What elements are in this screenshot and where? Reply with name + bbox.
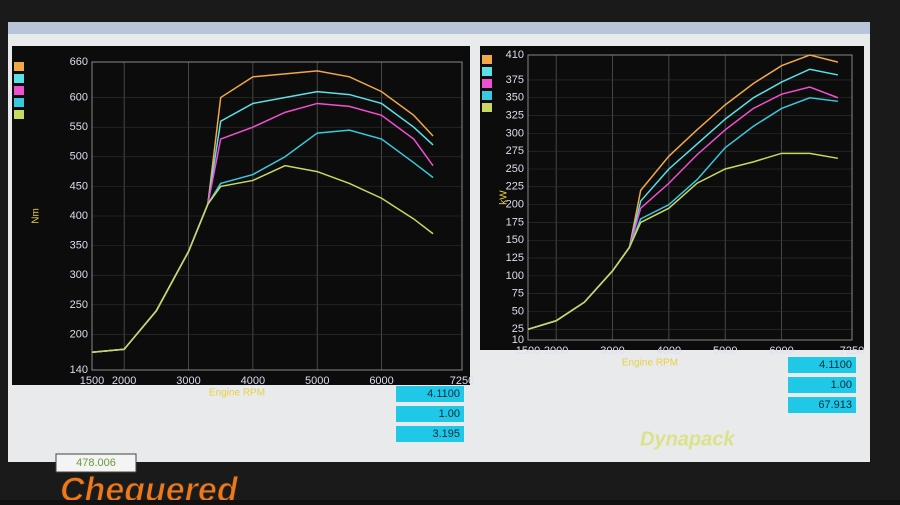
x-tick-label: 1500 (80, 375, 104, 387)
y-tick-label: 660 (70, 56, 88, 68)
y-tick-label: 275 (506, 145, 524, 157)
chart-panel (12, 46, 470, 385)
readout: 1.00 (831, 379, 852, 391)
readout: 4.1100 (819, 359, 852, 371)
x-tick-label: 3000 (600, 345, 624, 357)
x-tick-label: 4000 (241, 375, 265, 387)
y-tick-label: 375 (506, 74, 524, 86)
y-tick-label: 400 (70, 210, 88, 222)
y-tick-label: 250 (506, 163, 524, 175)
y-tick-label: 300 (506, 127, 524, 139)
x-tick-label: 7250 (450, 375, 474, 387)
legend-swatch (14, 86, 24, 95)
y-tick-label: 200 (70, 328, 88, 340)
legend-swatch (14, 62, 24, 71)
y-tick-label: 410 (506, 49, 524, 61)
x-tick-label: 7250 (840, 345, 864, 357)
y-tick-label: 140 (70, 364, 88, 376)
readout: 3.195 (432, 428, 460, 440)
y-tick-label: 350 (70, 240, 88, 252)
readout-box (396, 386, 464, 402)
y-tick-label: 325 (506, 109, 524, 121)
y-tick-label: 450 (70, 180, 88, 192)
y-tick-label: 600 (70, 91, 88, 103)
y-tick-label: 125 (506, 252, 524, 264)
chart-panel (480, 46, 864, 350)
logo: Chequered (60, 471, 239, 500)
readout-box (396, 426, 464, 442)
plot-frame (527, 54, 853, 341)
readout: 67.913 (818, 399, 852, 411)
readout: 4.1100 (427, 388, 460, 400)
y-tick-label: 25 (512, 323, 524, 335)
y-axis-label: kW (499, 190, 510, 205)
legend-swatch (14, 74, 24, 83)
legend-swatch (482, 67, 492, 76)
plot-frame (91, 61, 463, 371)
x-axis-label: Engine RPM (622, 358, 678, 369)
logo: Dynapack (640, 428, 735, 450)
readout: 1.00 (439, 408, 460, 420)
y-tick-label: 550 (70, 121, 88, 133)
y-tick-label: 300 (70, 269, 88, 281)
series-line (527, 152, 839, 331)
y-tick-label: 225 (506, 181, 524, 193)
legend-swatch (14, 98, 24, 107)
y-tick-label: 75 (512, 288, 524, 300)
x-tick-label: 5000 (713, 345, 737, 357)
x-tick-label: 5000 (305, 375, 329, 387)
legend-swatch (482, 91, 492, 100)
readout-box (788, 377, 856, 393)
readout-box (788, 357, 856, 373)
y-tick-label: 250 (70, 299, 88, 311)
y-axis-label: Nm (31, 208, 42, 224)
x-tick-label: 2000 (112, 375, 136, 387)
y-tick-label: 500 (70, 151, 88, 163)
x-tick-label: 1500 (516, 345, 540, 357)
legend-swatch (482, 79, 492, 88)
readout-box (396, 406, 464, 422)
y-tick-label: 50 (512, 305, 524, 317)
x-tick-label: 3000 (176, 375, 200, 387)
y-tick-label: 175 (506, 216, 524, 228)
y-tick-label: 200 (506, 199, 524, 211)
x-tick-label: 2000 (544, 345, 568, 357)
y-tick-label: 350 (506, 92, 524, 104)
readout-box (788, 397, 856, 413)
y-tick-label: 100 (506, 270, 524, 282)
readout: 478.006 (76, 457, 116, 469)
y-tick-label: 10 (512, 334, 524, 346)
legend-swatch (482, 103, 492, 112)
x-tick-label: 6000 (369, 375, 393, 387)
title-bar (8, 22, 870, 34)
legend-swatch (482, 55, 492, 64)
x-tick-label: 6000 (769, 345, 793, 357)
y-tick-label: 150 (506, 234, 524, 246)
readout-box (55, 453, 137, 473)
legend-swatch (14, 110, 24, 119)
x-tick-label: 4000 (657, 345, 681, 357)
x-axis-label: Engine RPM (209, 388, 265, 399)
series-line (91, 164, 434, 353)
